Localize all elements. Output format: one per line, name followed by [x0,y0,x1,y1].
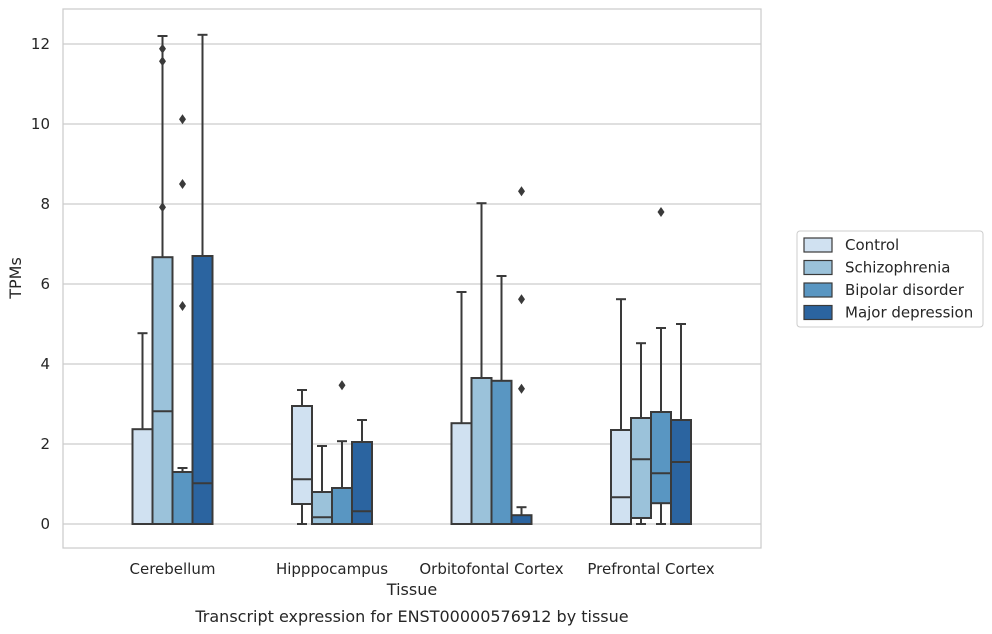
box-body [670,419,692,525]
outlier-marker [518,383,525,394]
legend-label: Control [845,236,899,254]
box-body [131,428,154,526]
y-tick-label: 4 [40,355,50,373]
x-axis-label: Tissue [386,580,437,599]
y-tick-label: 12 [31,35,50,53]
legend-swatch [803,259,833,276]
box-major-depression [670,323,692,525]
outlier-marker [179,301,186,311]
x-tick-label: Orbitofontal Cortex [419,560,563,578]
legend-label: Schizophrenia [845,259,950,277]
outlier-marker [179,114,186,125]
y-axis-label: TPMs [6,257,25,300]
box-body [650,411,672,505]
box-schizophrenia [151,35,174,525]
x-axis-ticks: Cerebellum Hipppocampus Orbitofontal Corte… [130,560,715,578]
box-bipolar-disorder [650,207,672,525]
box-body [630,417,652,519]
box-body [151,256,174,525]
outlier-marker [159,43,166,54]
outlier-marker [518,186,525,197]
box-body [191,255,214,525]
outlier-marker [338,380,346,391]
box-body [171,471,194,525]
chart-caption: Transcript expression for ENST0000057691… [194,607,628,626]
y-tick-label: 10 [31,115,50,133]
box-body [291,405,313,505]
legend: Control Schizophrenia Bipolar disorder Majo… [796,230,984,328]
legend-label: Bipolar disorder [845,281,965,299]
box-body [470,377,493,525]
box-major-depression [351,419,373,525]
box-body [331,487,353,525]
legend-frame [796,230,984,328]
outlier-marker [179,179,186,189]
y-tick-label: 6 [40,275,50,293]
box-body [510,514,533,526]
box-bipolar-disorder [171,114,194,525]
outlier-marker [518,294,525,305]
x-tick-label: Hipppocampus [276,560,388,578]
box-control [131,332,154,526]
outlier-marker [159,202,166,213]
box-body [311,491,333,525]
box-body [490,379,513,525]
legend-label: Major depression [845,304,973,322]
box-major-depression [191,33,214,525]
plot-frame [62,8,762,549]
box-major-depression [510,186,533,526]
outlier-marker [159,56,166,67]
y-tick-label: 8 [40,195,50,213]
legend-swatch [803,282,833,298]
box-body [610,429,632,525]
box-body [450,422,473,526]
legend-swatch [803,304,833,321]
legend-swatch [803,237,833,253]
box-bipolar-disorder [331,380,353,525]
box-groups [131,33,692,526]
x-tick-label: Prefrontal Cortex [587,560,714,578]
box-control [291,389,313,525]
box-control [610,298,632,525]
x-tick-label: Cerebellum [130,560,216,578]
box-bipolar-disorder [490,275,513,525]
outlier-marker [657,207,665,217]
y-axis-ticks: 0 2 4 6 8 10 12 [31,35,50,533]
y-tick-label: 2 [40,435,50,453]
box-body [351,441,373,525]
y-tick-label: 0 [40,515,50,533]
